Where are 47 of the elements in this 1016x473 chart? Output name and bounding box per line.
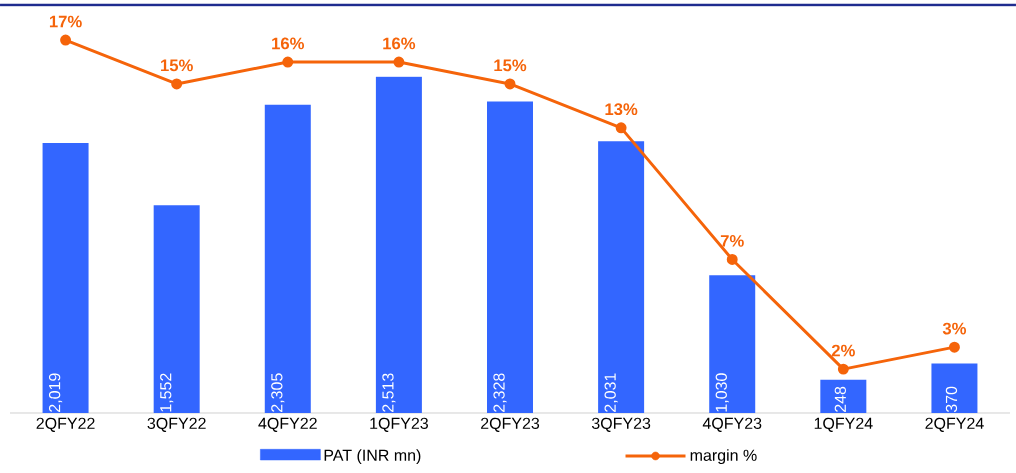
bar bbox=[42, 142, 89, 413]
data-label: 2,031 bbox=[604, 373, 618, 412]
data-label: 15% bbox=[494, 59, 527, 72]
point bbox=[171, 78, 183, 90]
data-label: 2,019 bbox=[48, 373, 63, 412]
bar bbox=[375, 76, 422, 413]
data-label: 17% bbox=[49, 15, 82, 28]
bar bbox=[820, 379, 867, 413]
data-label: 370 bbox=[945, 386, 958, 413]
x-tick-label: 1QFY24 bbox=[814, 417, 873, 432]
bar bbox=[264, 104, 311, 413]
data-label: 1,030 bbox=[715, 373, 729, 412]
point bbox=[282, 56, 294, 68]
x-tick-label: 1QFY23 bbox=[370, 417, 428, 432]
data-label: 2,328 bbox=[493, 373, 507, 412]
point bbox=[726, 253, 738, 265]
data-label: 1,552 bbox=[160, 373, 174, 412]
x-tick-label: 2QFY22 bbox=[36, 417, 95, 432]
data-label: 16% bbox=[383, 37, 416, 50]
point bbox=[615, 122, 627, 134]
bar bbox=[931, 363, 978, 413]
point bbox=[60, 34, 72, 46]
legend-label: margin % bbox=[690, 449, 757, 465]
data-label: 13% bbox=[605, 103, 638, 116]
point bbox=[504, 78, 516, 90]
data-label: 16% bbox=[272, 37, 305, 50]
point bbox=[837, 363, 849, 375]
x-tick-label: 2QFY23 bbox=[481, 417, 540, 432]
bar bbox=[153, 205, 200, 413]
point bbox=[948, 341, 960, 353]
data-label: 15% bbox=[161, 59, 193, 72]
bar bbox=[487, 101, 533, 413]
data-label: 2,305 bbox=[271, 373, 285, 412]
x-tick-label: 3QFY22 bbox=[147, 417, 206, 432]
data-label: 7% bbox=[720, 234, 744, 247]
data-label: 2% bbox=[831, 344, 855, 357]
x-tick-label: 3QFY23 bbox=[591, 417, 651, 432]
point bbox=[393, 56, 405, 68]
data-label: 248 bbox=[834, 386, 846, 412]
data-label: 2,513 bbox=[382, 373, 396, 412]
legend-label: PAT (INR mn) bbox=[324, 449, 421, 465]
data-label: 3% bbox=[942, 322, 967, 335]
x-tick-label: 4QFY23 bbox=[702, 417, 762, 432]
x-tick-label: 4QFY22 bbox=[258, 417, 317, 432]
bar bbox=[598, 141, 645, 413]
bar bbox=[709, 275, 756, 413]
x-tick-label: 2QFY24 bbox=[925, 417, 984, 432]
